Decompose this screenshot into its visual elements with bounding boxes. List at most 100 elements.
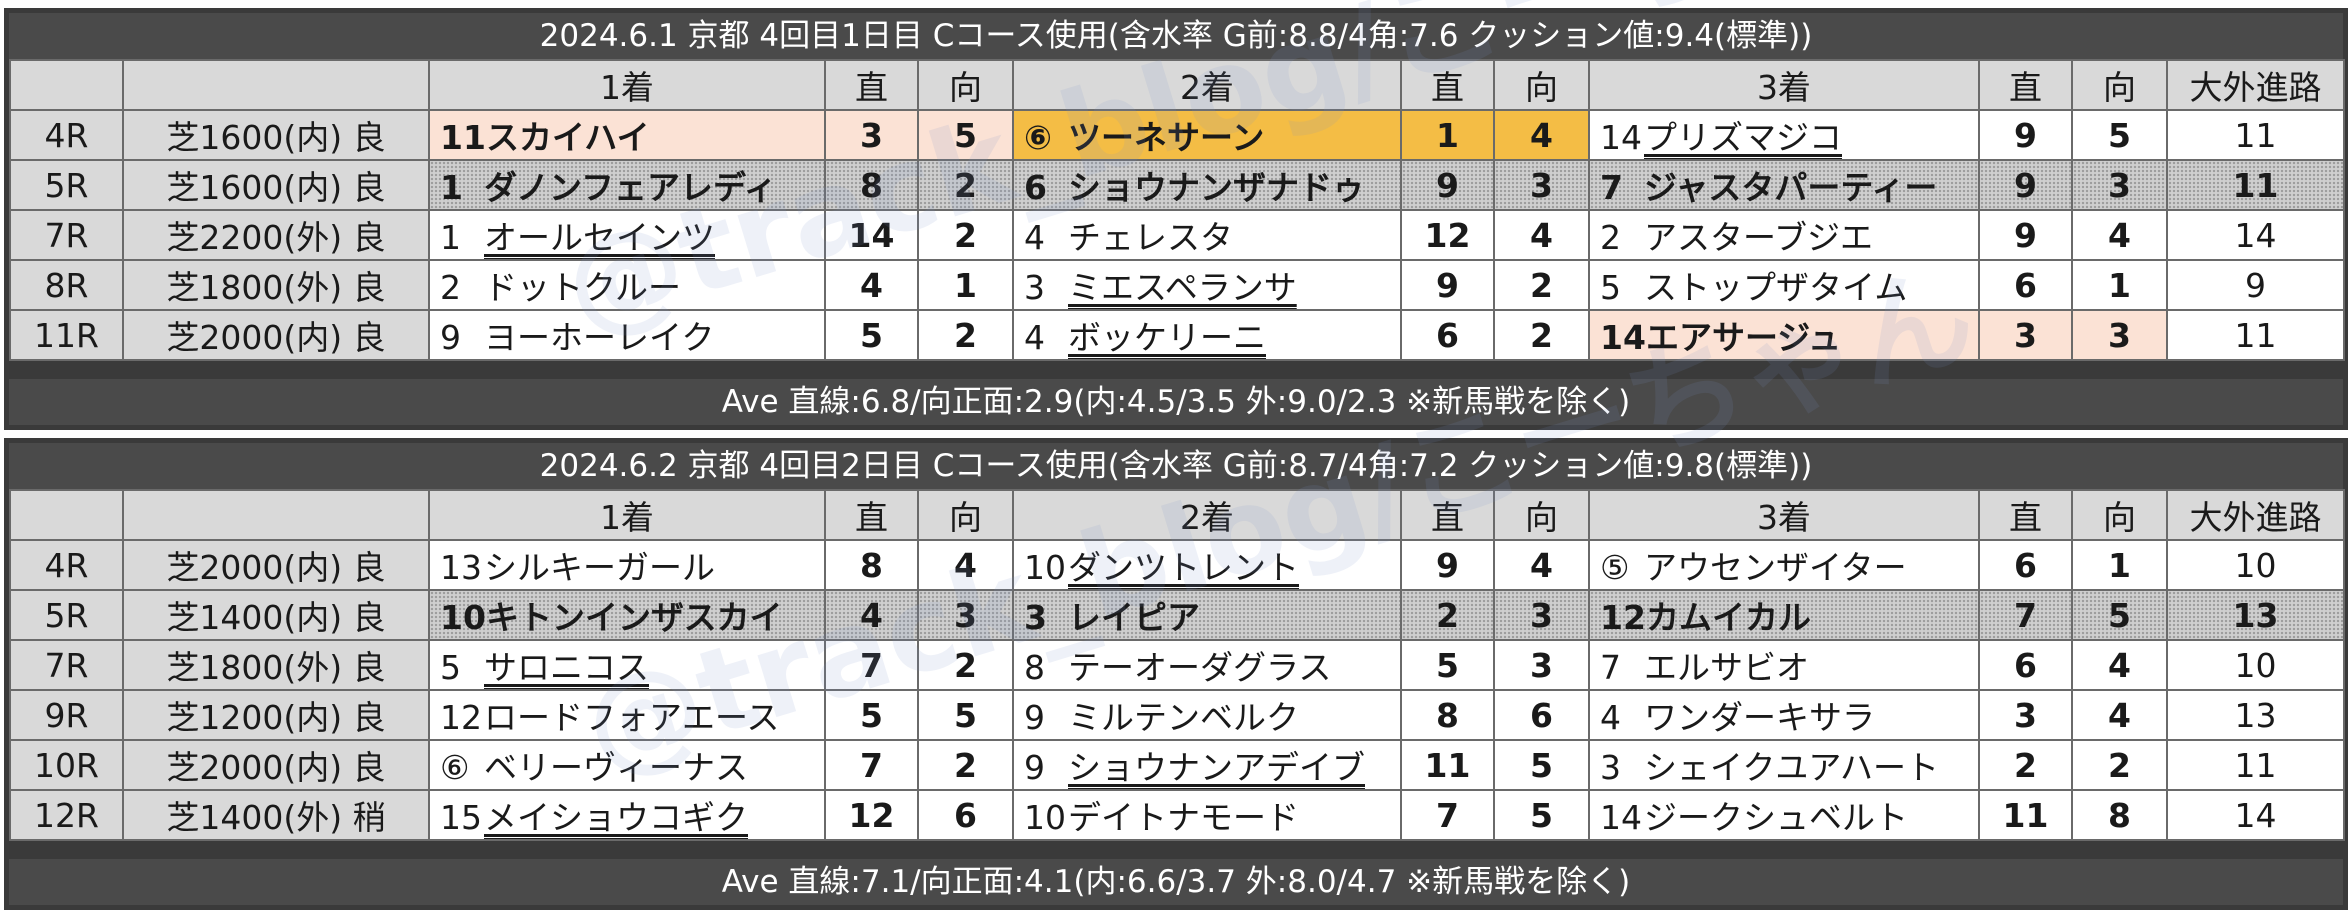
horse-name: オールセインツ [484,218,715,257]
straight-position: 7 [1978,589,2073,641]
horse-number: 13 [440,548,482,587]
horse-number: 12 [440,698,482,737]
turn-position: 3 [1493,589,1590,641]
turn-position: 2 [917,739,1014,791]
horse-name: エルサビオ [1644,648,1809,687]
turn-position: 3 [2071,309,2168,361]
header-1st: 1着 [428,59,826,111]
straight-position: 9 [1978,209,2073,261]
place-1-horse: ⑥ ベリーヴィーナス [428,739,826,791]
horse-number: 7 [1600,168,1623,207]
place-2-horse: 6 ショウナンザナドゥ [1012,159,1402,211]
turn-position: 4 [917,539,1014,591]
wide-path-count: 14 [2166,789,2345,841]
header-straight: 直 [1400,489,1495,541]
horse-name: ショウナンザナドゥ [1068,168,1365,207]
horse-name: ジャスタパーティー [1644,168,1938,207]
wide-path-count: 13 [2166,589,2345,641]
straight-position: 6 [1978,639,2073,691]
header-row: 1着 直 向 2着 直 向 3着 直 向 大外進路 [9,489,2345,541]
race-row: 10R 芝2000(内) 良 ⑥ ベリーヴィーナス 7 2 9 ショウナンアデイブ 11 5 3 シェ… [9,739,2345,791]
header-row: 1着 直 向 2着 直 向 3着 直 向 大外進路 [9,59,2345,111]
horse-name: カムイカル [1645,598,1811,637]
horse-number: 1 [440,218,461,257]
race-number: 11R [9,309,124,361]
turn-position: 2 [917,309,1014,361]
wide-path-count: 11 [2166,159,2345,211]
horse-number: 3 [1024,598,1047,637]
table-body: 4R 芝2000(内) 良 13シルキーガール 8 4 10ダンツトレント 9 4 ⑤ アウセンザ… [9,539,2345,841]
header-wide-path: 大外進路 [2166,59,2345,111]
straight-position: 9 [1400,159,1495,211]
header-race [9,59,124,111]
turn-position: 3 [2071,159,2168,211]
race-number: 9R [9,689,124,741]
place-3-horse: 3 シェイクユアハート [1588,739,1980,791]
race-row: 12R 芝1400(外) 稍 15メイショウコギク 12 6 10デイトナモード 7 5 14ジ… [9,789,2345,841]
horse-name: ボッケリーニ [1068,318,1266,357]
race-row: 9R 芝1200(内) 良 12ロードフォアエース 5 5 9 ミルテンベルク 8 6 4 ワンダー… [9,689,2345,741]
wide-path-count: 13 [2166,689,2345,741]
race-day-block-2: 2024.6.2 京都 4回目2日目 Cコース使用(含水率 G前:8.7/4角:… [4,438,2348,910]
horse-name: ベリーヴィーナス [484,748,748,787]
horse-name: サロニコス [484,648,649,687]
header-course [122,489,430,541]
horse-number: 3 [1600,748,1621,787]
place-3-horse: 4 ワンダーキサラ [1588,689,1980,741]
horse-number: 4 [1024,218,1045,257]
race-row: 8R 芝1800(外) 良 2 ドットクルー 4 1 3 ミエスペランサ 9 2 5 ストップザタイム… [9,259,2345,311]
horse-number: ⑥ [1024,118,1052,157]
race-row: 4R 芝1600(内) 良 11スカイハイ 3 5 ⑥ ツーネサーン 1 4 14プリズマジコ 9 5… [9,109,2345,161]
header-turn: 向 [2071,59,2168,111]
turn-position: 1 [917,259,1014,311]
horse-number: 7 [1600,648,1621,687]
horse-name: デイトナモード [1068,798,1299,837]
average-footer: Ave 直線:7.1/向正面:4.1(内:6.6/3.7 外:8.0/4.7 ※… [9,859,2343,905]
horse-name: シルキーガール [484,548,715,587]
place-1-horse: 11スカイハイ [428,109,826,161]
straight-position: 5 [1400,639,1495,691]
course-info: 芝1800(外) 良 [122,639,430,691]
straight-position: 1 [1400,109,1495,161]
straight-position: 6 [1978,539,2073,591]
place-1-horse: 2 ドットクルー [428,259,826,311]
turn-position: 6 [1493,689,1590,741]
header-turn: 向 [2071,489,2168,541]
horse-number: 4 [1024,318,1045,357]
place-3-horse: 14エアサージュ [1588,309,1980,361]
place-2-horse: 9 ミルテンベルク [1012,689,1402,741]
turn-position: 2 [917,639,1014,691]
horse-name: ワンダーキサラ [1644,698,1875,737]
straight-position: 11 [1400,739,1495,791]
place-1-horse: 12ロードフォアエース [428,689,826,741]
place-1-horse: 5 サロニコス [428,639,826,691]
horse-name: スカイハイ [485,118,650,157]
course-info: 芝1600(内) 良 [122,159,430,211]
straight-position: 7 [824,739,919,791]
horse-number: 8 [1024,648,1045,687]
header-2nd: 2着 [1012,489,1402,541]
header-straight: 直 [824,59,919,111]
straight-position: 3 [1978,309,2073,361]
place-3-horse: 2 アスターブジエ [1588,209,1980,261]
horse-name: ロードフォアエース [484,698,780,737]
turn-position: 5 [1493,789,1590,841]
straight-position: 5 [824,689,919,741]
straight-position: 7 [824,639,919,691]
straight-position: 5 [824,309,919,361]
course-info: 芝2000(内) 良 [122,739,430,791]
header-wide-path: 大外進路 [2166,489,2345,541]
course-info: 芝2200(外) 良 [122,209,430,261]
horse-number: 2 [440,268,461,307]
race-row: 7R 芝2200(外) 良 1 オールセインツ 14 2 4 チェレスタ 12 4 2 アスターブジエ… [9,209,2345,261]
header-3rd: 3着 [1588,489,1980,541]
horse-name: アウセンザイター [1644,548,1907,587]
straight-position: 3 [824,109,919,161]
course-info: 芝2000(内) 良 [122,539,430,591]
header-straight: 直 [1400,59,1495,111]
wide-path-count: 14 [2166,209,2345,261]
horse-name: レイピア [1068,598,1200,637]
wide-path-count: 11 [2166,309,2345,361]
straight-position: 9 [1978,159,2073,211]
turn-position: 2 [917,209,1014,261]
